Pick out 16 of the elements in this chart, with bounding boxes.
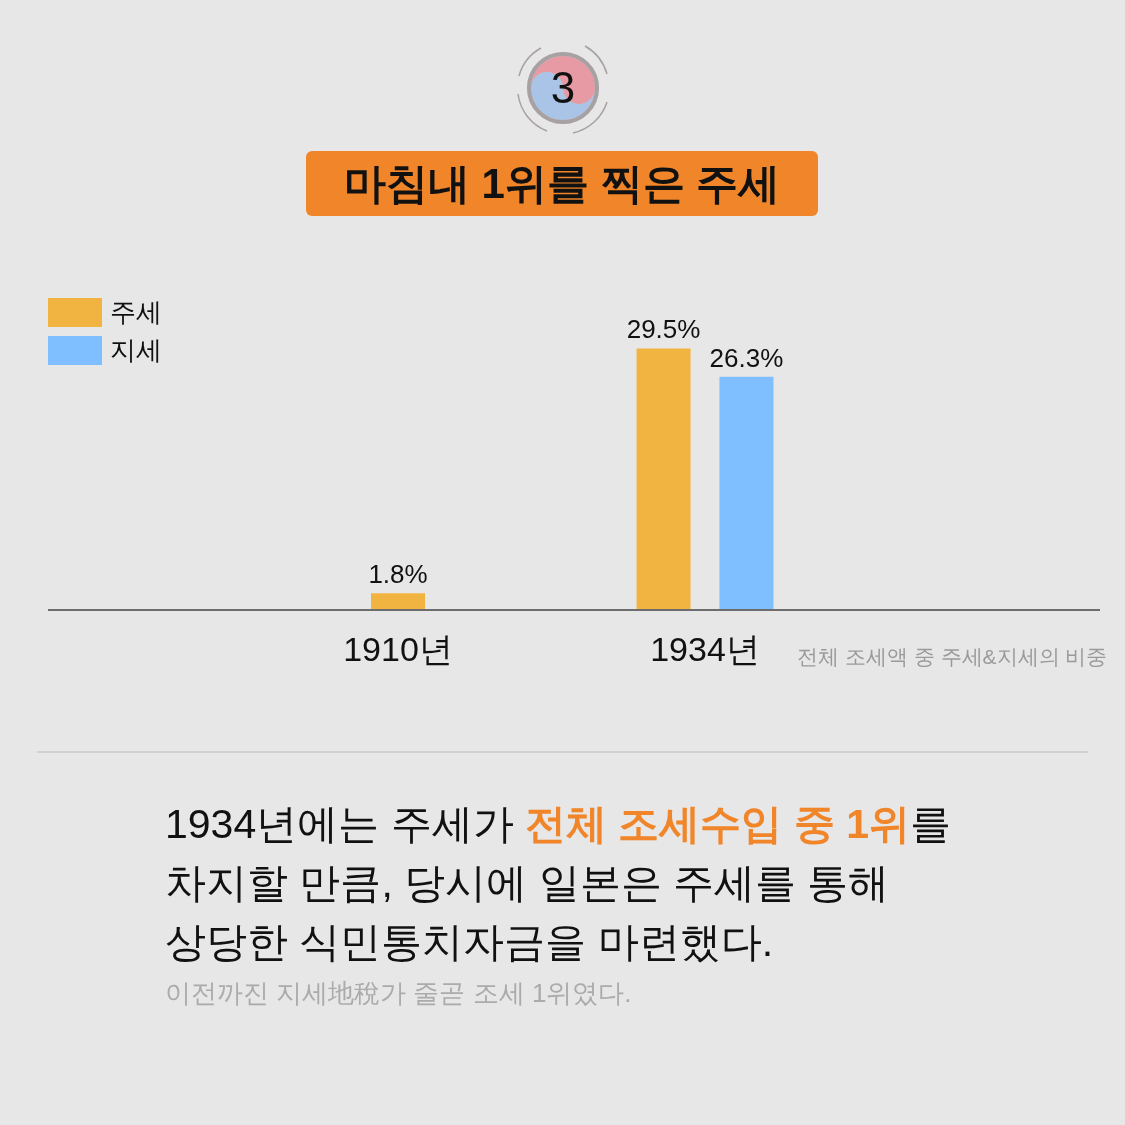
text: 차지할 만큼, 당시에 일본은 주세를 통해	[165, 860, 890, 906]
text: 이전까진 지세地稅가 줄곧 조세 1위였다.	[165, 977, 632, 1009]
chart-title: 마침내 1위를 찍은 주세	[306, 151, 818, 216]
text: 전체 조세액 중 주세&지세의 비중	[797, 644, 1108, 670]
legend-label: 주세	[110, 297, 162, 327]
text: 를	[909, 801, 951, 847]
data-label: 26.3%	[709, 342, 784, 373]
x-tick-label: 1934년	[650, 629, 760, 668]
data-label: 1.8%	[368, 559, 428, 590]
text: 1934년에는 주세가	[165, 801, 515, 847]
legend-label: 지세	[110, 335, 162, 365]
data-label: 29.5%	[626, 314, 701, 345]
text: 상당한 식민통치자금을 마련했다.	[165, 919, 774, 965]
x-tick-label: 1910년	[343, 629, 453, 668]
text: 3	[549, 62, 577, 114]
text: 전체 조세수입 중 1위	[525, 801, 910, 847]
